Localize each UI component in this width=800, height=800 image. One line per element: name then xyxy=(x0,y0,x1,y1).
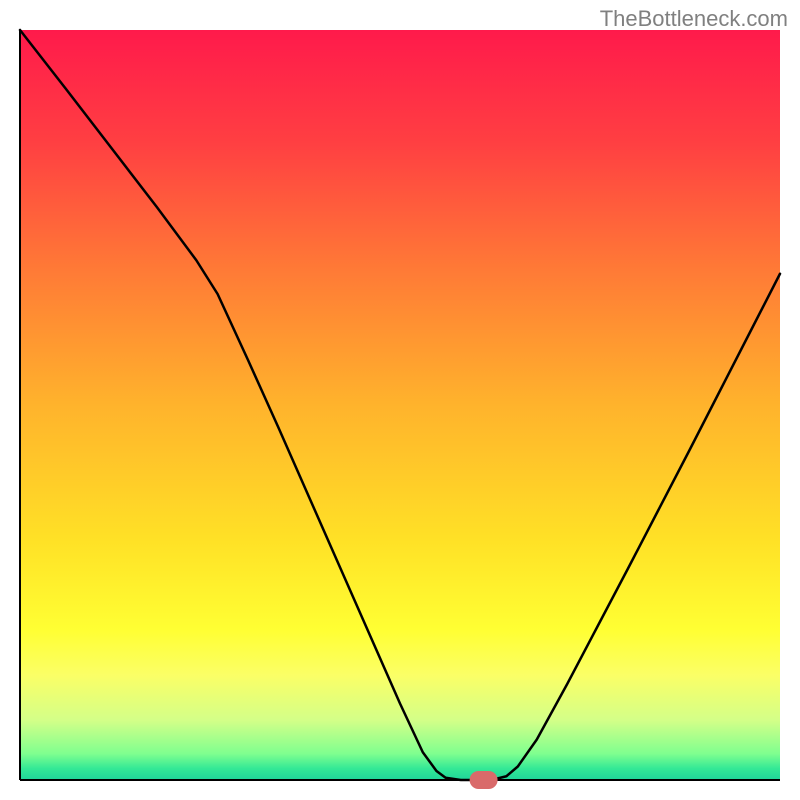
plot-background xyxy=(20,30,780,780)
watermark-text: TheBottleneck.com xyxy=(600,6,788,32)
chart-svg xyxy=(0,0,800,800)
bottleneck-chart: TheBottleneck.com xyxy=(0,0,800,800)
minimum-marker xyxy=(470,771,498,789)
